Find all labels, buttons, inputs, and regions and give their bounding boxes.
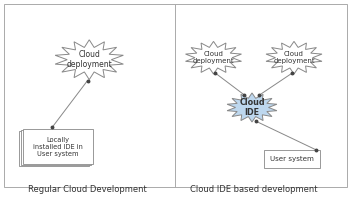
Text: Cloud
deployment: Cloud deployment: [193, 51, 234, 64]
Text: Cloud
IDE: Cloud IDE: [239, 98, 265, 117]
Polygon shape: [227, 93, 277, 122]
Text: Cloud IDE based development: Cloud IDE based development: [190, 185, 317, 194]
Polygon shape: [55, 40, 123, 80]
Text: Locally
installed IDE in
User system: Locally installed IDE in User system: [33, 137, 83, 157]
Polygon shape: [266, 41, 322, 74]
Text: Regular Cloud Development: Regular Cloud Development: [28, 185, 147, 194]
Text: User system: User system: [270, 156, 314, 162]
Polygon shape: [186, 41, 241, 74]
FancyBboxPatch shape: [264, 150, 320, 168]
FancyBboxPatch shape: [21, 130, 91, 165]
FancyBboxPatch shape: [23, 129, 93, 164]
Text: Cloud
deployment: Cloud deployment: [66, 50, 112, 69]
FancyBboxPatch shape: [19, 131, 89, 166]
FancyBboxPatch shape: [4, 4, 346, 187]
Text: Cloud
deployment: Cloud deployment: [273, 51, 315, 64]
